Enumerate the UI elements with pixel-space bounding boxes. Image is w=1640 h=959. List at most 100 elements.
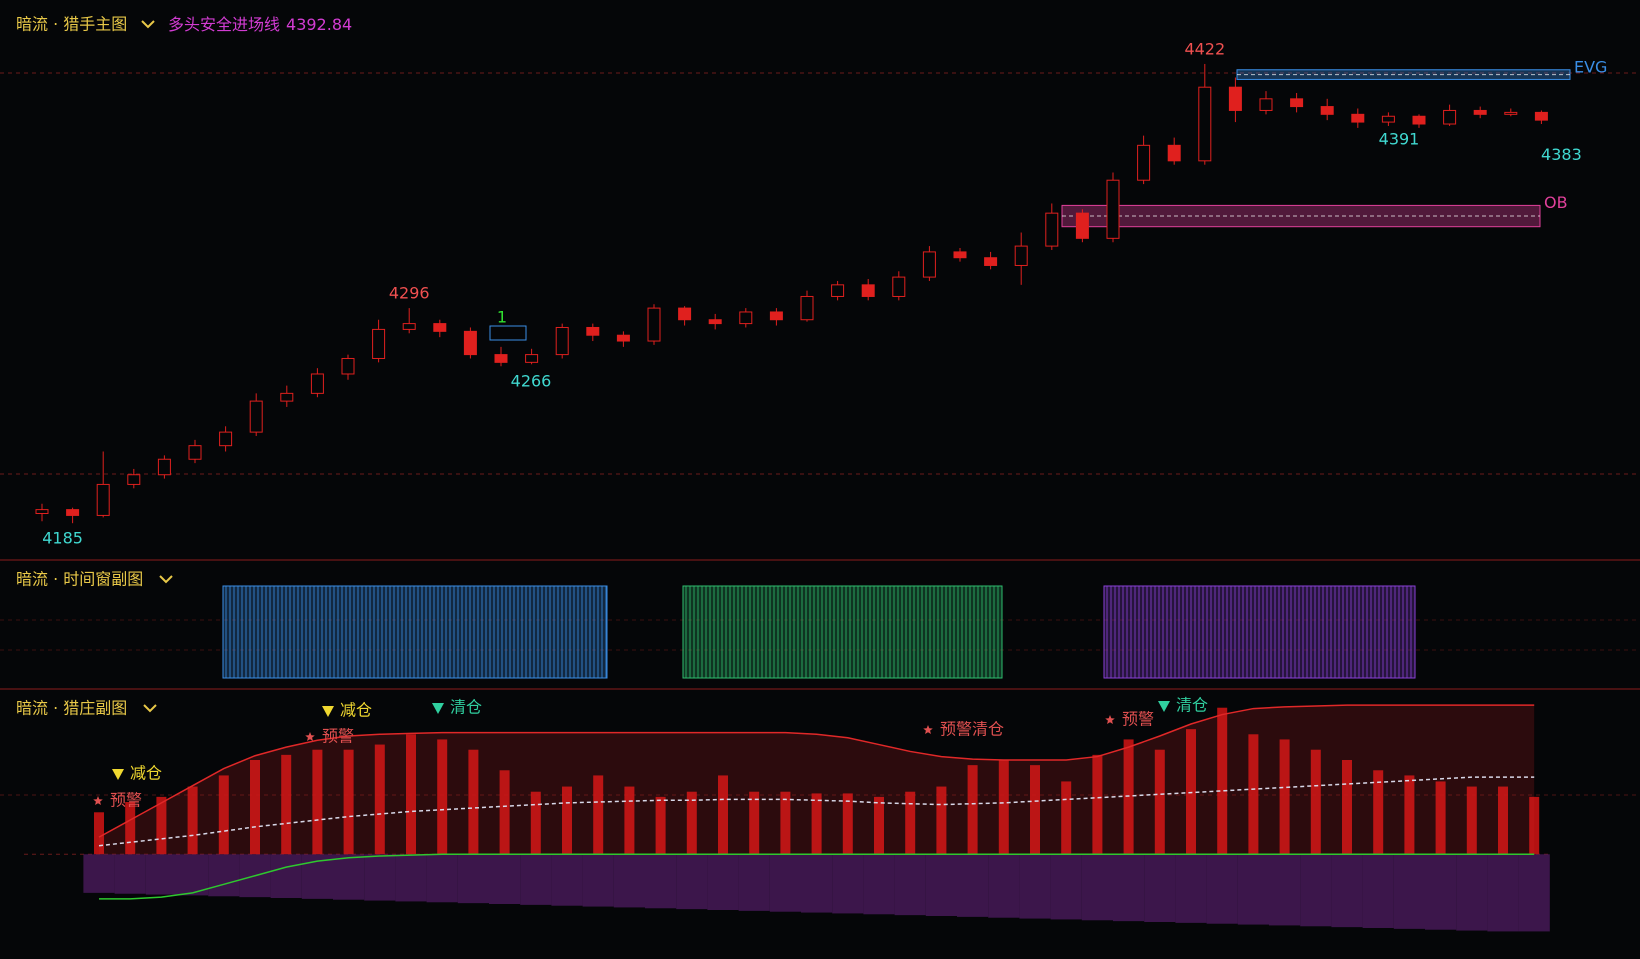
hist-bar bbox=[1300, 854, 1332, 927]
hist-bar bbox=[769, 854, 801, 912]
hist-bar bbox=[1175, 854, 1207, 923]
hist-bar bbox=[83, 854, 115, 893]
hist-bar bbox=[967, 765, 978, 855]
candle-body bbox=[341, 357, 355, 375]
hist-bar bbox=[374, 744, 385, 855]
entry-line-value: 4392.84 bbox=[286, 15, 352, 34]
candle-body bbox=[1381, 115, 1395, 123]
hist-bar bbox=[925, 854, 957, 916]
hist-bar bbox=[998, 760, 1009, 855]
hist-bar bbox=[613, 854, 645, 908]
zone-label: OB bbox=[1544, 193, 1568, 212]
hist-bar bbox=[863, 854, 895, 915]
hist-bar bbox=[718, 775, 728, 855]
hist-bar bbox=[1237, 854, 1269, 925]
hist-bar bbox=[1435, 781, 1446, 855]
hist-bar bbox=[156, 796, 167, 855]
hist-bar bbox=[1113, 854, 1145, 922]
candle-body bbox=[678, 307, 692, 321]
hist-bar bbox=[1529, 796, 1540, 855]
hist-bar bbox=[406, 734, 416, 855]
candle-body bbox=[1534, 111, 1548, 121]
hist-bar bbox=[780, 791, 791, 855]
candle-body bbox=[310, 373, 324, 394]
candle-body bbox=[249, 400, 263, 433]
hist-bar bbox=[811, 793, 822, 855]
candle-body bbox=[647, 307, 661, 342]
hist-bar bbox=[520, 854, 552, 905]
envelope-area bbox=[99, 705, 1535, 855]
hist-bar bbox=[1310, 749, 1321, 855]
candle-body bbox=[1198, 86, 1212, 162]
candle-body bbox=[157, 458, 171, 476]
candle-body bbox=[433, 323, 447, 332]
candle-body bbox=[1075, 212, 1089, 239]
candle-body bbox=[953, 251, 967, 259]
hist-bar bbox=[177, 854, 209, 896]
signal-icon bbox=[305, 732, 315, 742]
hist-bar bbox=[1092, 754, 1103, 855]
hist-bar bbox=[1425, 854, 1457, 930]
hist-bar bbox=[94, 812, 104, 855]
hist-bar bbox=[457, 854, 489, 904]
dropdown-icon[interactable] bbox=[143, 704, 157, 713]
price-label: 4422 bbox=[1184, 39, 1225, 58]
candle-body bbox=[188, 445, 202, 460]
candle-body bbox=[1167, 144, 1181, 162]
candle-body bbox=[96, 483, 110, 516]
hist-bar bbox=[1144, 854, 1176, 922]
candle-body bbox=[831, 284, 845, 297]
hist-bar bbox=[312, 749, 323, 855]
hist-bar bbox=[1373, 770, 1384, 855]
signal-label: 预警清仓 bbox=[940, 720, 1004, 739]
pane-title[interactable]: 暗流 · 猎手主图 bbox=[16, 15, 127, 34]
pane-title[interactable]: 暗流 · 猎庄副图 bbox=[16, 699, 127, 718]
indicator-line bbox=[99, 853, 1535, 900]
hist-bar bbox=[894, 854, 926, 916]
candle-body bbox=[525, 354, 539, 363]
hist-bar bbox=[364, 854, 396, 901]
signal-icon bbox=[1105, 715, 1115, 725]
hist-bar bbox=[281, 754, 292, 855]
entry-line-label: 多头安全进场线 4392.84 bbox=[168, 15, 352, 34]
hist-bar bbox=[988, 854, 1020, 918]
hist-bar bbox=[145, 854, 177, 895]
hist-bar bbox=[1456, 854, 1488, 931]
candle-body bbox=[1014, 245, 1028, 266]
price-label: 4266 bbox=[511, 372, 552, 391]
hist-bar bbox=[645, 854, 677, 909]
hist-bar bbox=[114, 854, 146, 894]
signal-label: 预警 bbox=[110, 791, 142, 810]
hist-bar bbox=[125, 802, 136, 855]
hist-bar bbox=[187, 786, 198, 855]
hist-bar bbox=[655, 796, 666, 855]
hist-bar bbox=[551, 854, 583, 906]
hist-bar bbox=[1123, 739, 1134, 855]
hist-bar bbox=[395, 854, 427, 902]
price-label: 4391 bbox=[1379, 130, 1420, 149]
pane-title[interactable]: 暗流 · 时间窗副图 bbox=[16, 570, 143, 589]
hist-bar bbox=[1019, 854, 1051, 919]
dropdown-icon[interactable] bbox=[141, 20, 155, 29]
candle-body bbox=[1412, 115, 1426, 125]
candle-body bbox=[892, 276, 906, 297]
hist-bar bbox=[333, 854, 365, 900]
candle-body bbox=[494, 354, 508, 363]
hist-bar bbox=[426, 854, 458, 903]
candle-body bbox=[616, 334, 630, 342]
hist-bar bbox=[676, 854, 708, 910]
hist-bar bbox=[707, 854, 739, 910]
candle-body bbox=[1228, 86, 1242, 111]
envelope-line bbox=[98, 704, 1535, 838]
hist-bar bbox=[1487, 854, 1519, 932]
price-label: 4296 bbox=[389, 284, 430, 303]
candle-body bbox=[1137, 144, 1151, 181]
dropdown-icon[interactable] bbox=[159, 575, 173, 584]
signal-label: 预警 bbox=[322, 727, 354, 746]
hist-bar bbox=[905, 791, 916, 855]
candle-body bbox=[708, 319, 722, 325]
hist-bar bbox=[738, 854, 770, 911]
candle-body bbox=[1443, 109, 1457, 125]
candle-body bbox=[66, 509, 80, 516]
